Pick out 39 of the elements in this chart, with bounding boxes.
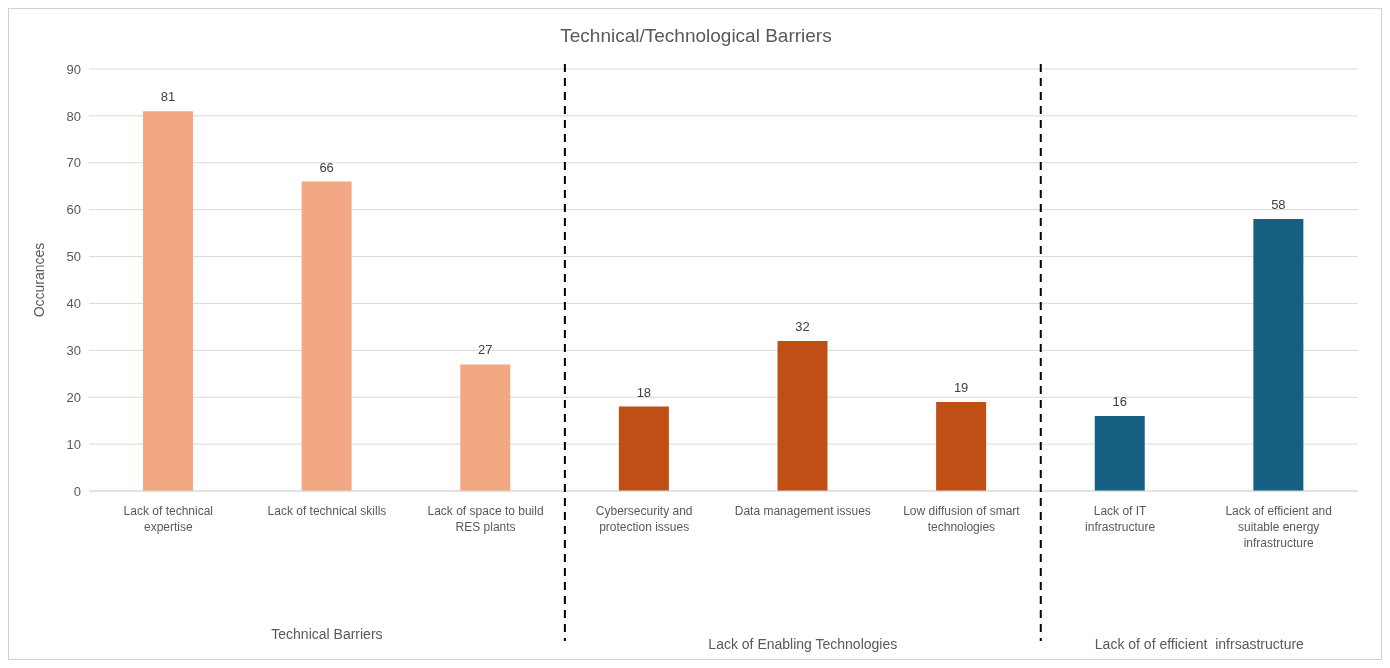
x-tick-label: Lack of technical expertise bbox=[123, 504, 214, 534]
bar bbox=[460, 364, 511, 491]
bar bbox=[1253, 219, 1304, 491]
x-tick-label: Lack of efficient and suitable energy infrastructure bbox=[1225, 504, 1332, 550]
y-axis-title: Occurances bbox=[30, 242, 47, 318]
data-label: 32 bbox=[795, 318, 810, 334]
chart-title: Technical/Technological Barriers bbox=[559, 25, 833, 47]
y-tick-label: 70 bbox=[66, 155, 81, 171]
bar bbox=[618, 406, 669, 491]
y-tick-label: 0 bbox=[73, 483, 81, 499]
bar bbox=[777, 340, 828, 491]
y-tick-label: 80 bbox=[66, 108, 81, 124]
bar bbox=[301, 181, 352, 491]
text: Lack of of efficient infrsastructure bbox=[1094, 636, 1305, 652]
data-label: 18 bbox=[636, 384, 652, 400]
data-label: 19 bbox=[953, 379, 969, 395]
data-label: 58 bbox=[1271, 197, 1286, 213]
y-tick-label: 20 bbox=[66, 389, 81, 405]
y-tick-label: 50 bbox=[66, 249, 81, 265]
data-label: 16 bbox=[1112, 393, 1127, 409]
y-tick-label: 10 bbox=[66, 436, 81, 452]
x-tick-label: Low diffusion of smart technologies bbox=[903, 504, 1021, 534]
x-tick-label: Lack of IT infrastructure bbox=[1085, 504, 1156, 534]
x-tick-label: Lack of technical skills bbox=[267, 504, 387, 518]
x-tick-label: Lack of space to build RES plants bbox=[427, 504, 544, 534]
bar bbox=[1094, 415, 1145, 491]
text: Lack of Enabling Technologies bbox=[708, 636, 898, 652]
y-tick-label: 40 bbox=[66, 296, 81, 312]
text: Technical Barriers bbox=[271, 626, 383, 642]
y-tick-label: 60 bbox=[66, 202, 81, 218]
x-tick-label: Cybersecurity and protection issues bbox=[595, 504, 693, 534]
y-tick-label: 90 bbox=[66, 61, 81, 77]
bar bbox=[936, 401, 987, 491]
x-tick-label: Data management issues bbox=[734, 504, 871, 518]
data-label: 27 bbox=[478, 342, 493, 358]
y-tick-label: 30 bbox=[66, 342, 81, 358]
bar bbox=[143, 111, 193, 491]
data-label: 81 bbox=[160, 89, 176, 105]
data-label: 66 bbox=[319, 159, 334, 175]
